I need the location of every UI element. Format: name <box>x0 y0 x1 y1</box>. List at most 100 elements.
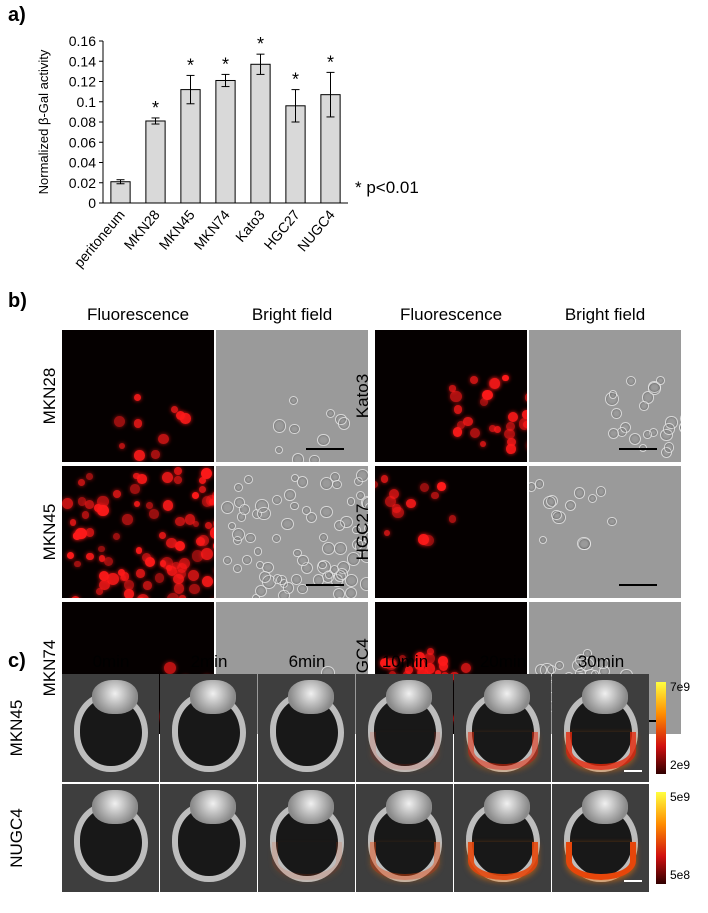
time-heading: 30min <box>577 652 625 671</box>
organ-upper-mass <box>582 680 628 714</box>
significance-star: * <box>187 55 194 75</box>
y-tick-label: 0.06 <box>69 134 96 150</box>
fluorescent-cell <box>209 526 214 539</box>
panel-label-c: c) <box>8 650 26 672</box>
fluorescent-cell <box>70 596 81 598</box>
bright-field-image <box>216 330 368 462</box>
fluorescent-cell <box>180 413 191 424</box>
fluorescent-cell <box>159 532 167 540</box>
bright-field-cell <box>534 479 545 489</box>
bright-field-cell <box>245 532 256 543</box>
organ-upper-mass <box>386 790 432 824</box>
fluorescent-cell <box>453 427 463 437</box>
bright-field-cell <box>551 509 562 521</box>
bright-field-cell <box>344 586 358 598</box>
bright-field-cell <box>290 473 300 483</box>
fluorescent-cell <box>482 389 493 400</box>
fluorescent-cell <box>118 442 125 449</box>
fluorescent-cell <box>174 476 183 485</box>
fluorescence-signal <box>272 842 342 880</box>
bright-field-cell <box>352 525 361 534</box>
fluorescence-signal <box>370 732 440 770</box>
bright-field-cell <box>288 395 299 405</box>
fluorescent-cell <box>437 482 447 492</box>
significance-star: * <box>152 98 159 118</box>
y-tick-label: 0.14 <box>69 53 96 69</box>
fluorescent-cell <box>130 484 140 494</box>
bright-field-cell <box>332 479 342 490</box>
fluorescent-cell <box>187 570 199 582</box>
bright-field-cell <box>290 502 299 511</box>
fluorescent-cell <box>449 385 456 392</box>
fluorescent-cell <box>388 489 399 500</box>
fluorescent-cell <box>379 657 390 669</box>
bright-field-cell <box>573 487 586 499</box>
fluorescent-cell <box>113 415 126 427</box>
bright-field-cell <box>539 535 548 544</box>
bright-field-cell <box>291 574 302 585</box>
x-tick-label: NUGC4 <box>294 206 338 254</box>
scale-bar <box>306 584 344 586</box>
imaging-frame <box>258 784 355 892</box>
fluorescent-cell <box>200 547 213 560</box>
bright-field-cell <box>596 657 609 670</box>
y-tick-label: 0.16 <box>69 33 96 49</box>
bar <box>180 89 201 204</box>
bright-field-cell <box>291 453 305 462</box>
fluorescent-cell <box>375 480 378 489</box>
fluorescent-cell <box>523 420 527 429</box>
fluorescent-cell <box>501 374 509 382</box>
fluorescent-cell <box>142 581 152 590</box>
fluorescent-cell <box>84 500 94 509</box>
fluorescent-cell <box>449 390 462 403</box>
significance-star: * <box>257 34 264 54</box>
bar <box>215 79 236 204</box>
bright-field-cell <box>243 474 253 484</box>
bright-field-cell <box>337 417 351 430</box>
fluorescent-cell <box>158 433 169 444</box>
colorbar-min-label: 5e8 <box>670 868 691 882</box>
fluorescence-signal <box>468 842 538 880</box>
bright-field-cell <box>680 412 681 424</box>
fluorescent-cell <box>149 509 159 520</box>
bright-field-cell <box>329 564 339 575</box>
bright-field-cell <box>335 567 348 580</box>
bright-field-cell <box>289 423 300 435</box>
organ-upper-mass <box>190 790 236 824</box>
imaging-frame <box>454 784 551 892</box>
fluorescent-cell <box>201 468 212 480</box>
fluorescent-cell <box>193 520 200 527</box>
bright-field-cell <box>284 489 296 501</box>
x-tick-label: MKN45 <box>156 206 198 252</box>
fluorescent-cell <box>427 648 434 655</box>
x-tick-label: peritoneum <box>71 207 128 271</box>
fluorescent-cell <box>73 560 81 568</box>
bright-field-cell <box>272 495 282 506</box>
time-heading: 6min <box>288 652 326 671</box>
fluorescent-cell <box>431 491 439 500</box>
fluorescence-heading: Fluorescence <box>399 305 503 324</box>
fluorescent-cell <box>97 504 109 517</box>
fluorescent-cell <box>151 450 160 459</box>
bright-field-cell <box>232 527 246 542</box>
fluorescent-cell <box>62 498 74 510</box>
bright-field-cell <box>297 555 309 567</box>
fluorescent-cell <box>136 597 145 598</box>
imaging-frame <box>356 784 453 892</box>
bright-field-cell <box>239 504 251 516</box>
fluorescent-cell <box>197 534 209 546</box>
bright-field-cell <box>254 584 267 597</box>
fluorescent-cell <box>174 467 183 476</box>
time-heading: 20min <box>479 652 527 671</box>
fluorescent-cell <box>136 594 149 598</box>
fluorescent-cell <box>522 410 527 419</box>
fluorescent-cell <box>493 425 501 433</box>
fluorescence-signal <box>566 842 636 880</box>
bright-field-image <box>529 330 681 462</box>
fluorescent-cell <box>419 482 430 493</box>
panel-label-b: b) <box>8 290 27 312</box>
bright-field-cell <box>318 532 328 542</box>
fluorescent-cell <box>133 500 140 507</box>
bright-field-cell <box>663 423 675 435</box>
bright-field-cell <box>301 506 311 515</box>
